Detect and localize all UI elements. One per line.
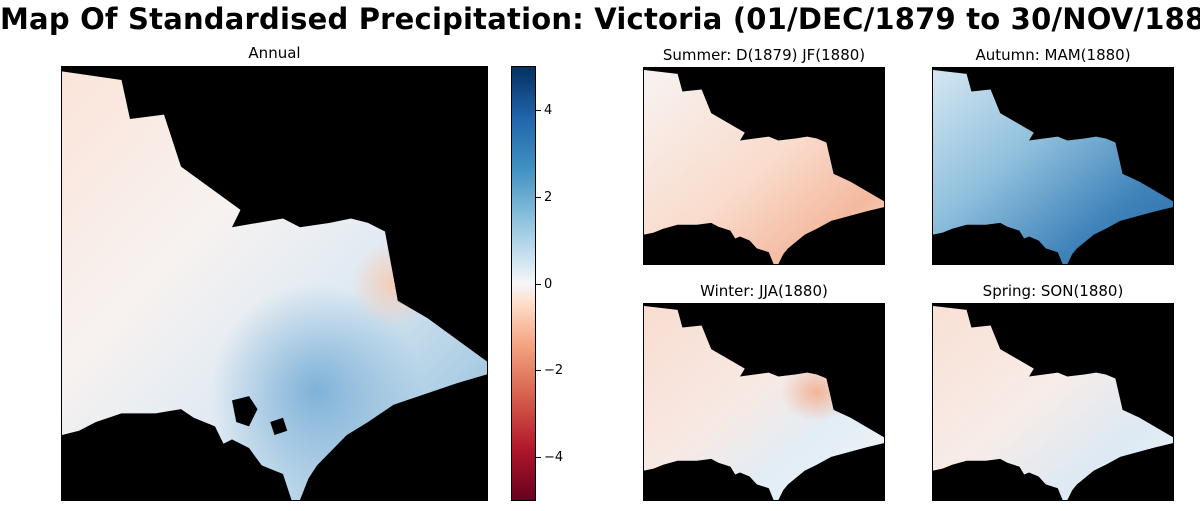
colorbar-tick-2 xyxy=(536,197,541,198)
colorbar-ticklabel-neg2: −2 xyxy=(544,363,564,378)
colorbar-ticklabel-4: 4 xyxy=(544,103,553,118)
autumn-title: Autumn: MAM(1880) xyxy=(975,46,1131,64)
spring-title: Spring: SON(1880) xyxy=(982,282,1124,300)
spring-map xyxy=(932,303,1174,501)
colorbar xyxy=(511,66,536,501)
colorbar-tick-neg2 xyxy=(536,370,541,371)
summer-title: Summer: D(1879) JF(1880) xyxy=(662,46,866,64)
annual-title: Annual xyxy=(248,44,301,62)
winter-map xyxy=(643,303,885,501)
summer-map xyxy=(643,67,885,265)
colorbar-ticklabel-0: 0 xyxy=(544,277,553,292)
colorbar-tick-4 xyxy=(536,110,541,111)
autumn-map xyxy=(932,67,1174,265)
annual-map xyxy=(61,66,488,501)
colorbar-ticklabel-neg4: −4 xyxy=(544,450,564,465)
colorbar-tick-0 xyxy=(536,284,541,285)
winter-title: Winter: JJA(1880) xyxy=(700,282,828,300)
figure-title: Map Of Standardised Precipitation: Victo… xyxy=(0,2,1200,36)
colorbar-tick-neg4 xyxy=(536,457,541,458)
colorbar-ticklabel-2: 2 xyxy=(544,190,553,205)
